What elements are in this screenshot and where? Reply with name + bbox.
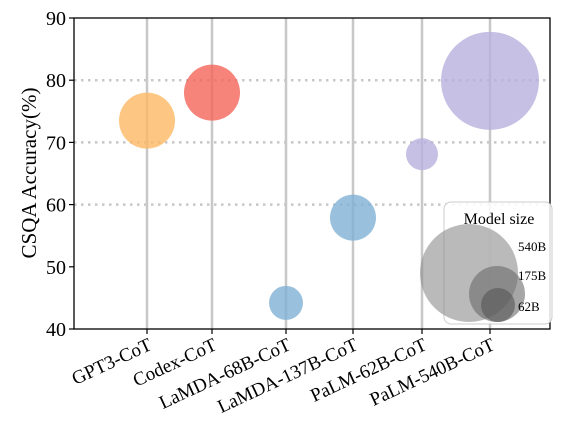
y-tick-label: 90 <box>46 8 66 30</box>
legend-label-540b: 540B <box>518 239 547 254</box>
plot-frame <box>73 17 551 330</box>
legend-label-175b: 175B <box>518 268 547 283</box>
legend-title: Model size <box>464 211 535 228</box>
y-tick-label: 70 <box>46 132 66 154</box>
y-tick-label: 80 <box>46 70 66 92</box>
bubble-lamda-137b-cot <box>330 194 376 241</box>
y-tick-label: 60 <box>46 195 66 217</box>
legend: Model size 540B 175B 62B <box>420 201 553 325</box>
bubbles <box>119 31 539 320</box>
bubble-codex-cot <box>184 64 240 121</box>
legend-label-62b: 62B <box>518 299 540 314</box>
y-axis-label: CSQA Accuracy(%) <box>17 88 41 259</box>
bubble-palm-540b-cot <box>441 31 539 130</box>
bubble-palm-62b-cot <box>406 138 438 171</box>
y-axis-ticks: 40 50 60 70 80 90 <box>46 8 74 341</box>
x-axis-ticks: GPT3-CoTCodex-CoTLaMDA-68B-CoTLaMDA-137B… <box>69 329 498 418</box>
y-tick-label: 40 <box>46 319 66 341</box>
bubble-gpt3-cot <box>119 92 175 149</box>
legend-bubble-62b <box>481 288 515 322</box>
bubble-lamda-68b-cot <box>269 285 303 320</box>
y-tick-label: 50 <box>46 257 66 279</box>
